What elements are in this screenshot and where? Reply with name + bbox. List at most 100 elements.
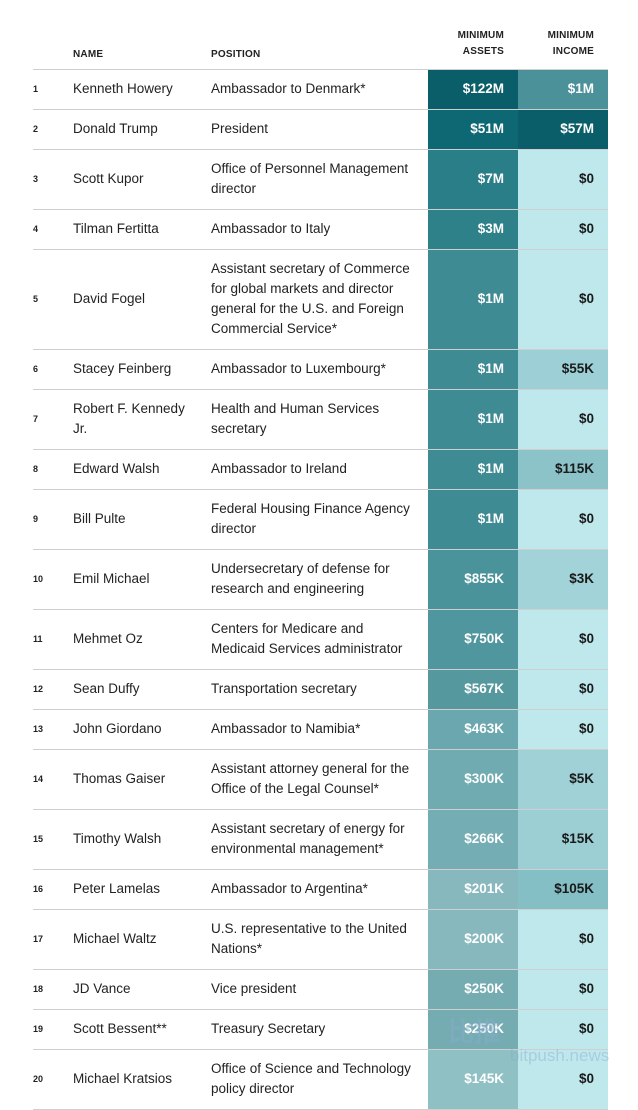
row: 7 Robert F. Kennedy Jr. Health and Human S… [33,389,608,450]
position: Ambassador to Argentina* [211,869,428,910]
row: 8 Edward Walsh Ambassador to Ireland $1M $11… [33,449,608,490]
position: Vice president [211,969,428,1010]
position: Assistant attorney general for the Offic… [211,749,428,810]
position: Ambassador to Namibia* [211,709,428,750]
name: Sean Duffy [73,669,211,710]
name: Michael Kratsios [73,1049,211,1110]
income: $0 [518,1009,608,1050]
row: 6 Stacey Feinberg Ambassador to Luxembourg… [33,349,608,390]
position: Health and Human Services secretary [211,389,428,450]
row: 13 John Giordano Ambassador to Namibia* $46… [33,709,608,750]
assets: $463K [428,709,518,750]
assets: $1M [428,449,518,490]
income: $115K [518,449,608,490]
rank: 5 [33,249,73,350]
name: David Fogel [73,249,211,350]
income: $0 [518,209,608,250]
name: Emil Michael [73,549,211,610]
income: $5K [518,749,608,810]
assets: $51M [428,109,518,150]
assets: $567K [428,669,518,710]
position: Assistant secretary of Commerce for glob… [211,249,428,350]
assets: $855K [428,549,518,610]
name: Timothy Walsh [73,809,211,870]
income: $0 [518,389,608,450]
income: $0 [518,149,608,210]
header: NAME [73,49,104,60]
header: MINIMUM ASSETS [457,30,504,57]
position: Ambassador to Luxembourg* [211,349,428,390]
assets: $250K [428,1009,518,1050]
income: $55K [518,349,608,390]
name: Kenneth Howery [73,69,211,110]
name: Edward Walsh [73,449,211,490]
row: 5 David Fogel Assistant secretary of Comme… [33,249,608,350]
row: 3 Scott Kupor Office of Personnel Manageme… [33,149,608,210]
assets: $266K [428,809,518,870]
row: 4 Tilman Fertitta Ambassador to Italy $3M $0 [33,209,608,250]
header-row: NAME POSITION MINIMUM ASSETS MINIMUM INC… [33,0,608,70]
row: 16 Peter Lamelas Ambassador to Argentina* $… [33,869,608,910]
position: Ambassador to Denmark* [211,69,428,110]
assets: $7M [428,149,518,210]
income: $0 [518,709,608,750]
position: Ambassador to Ireland [211,449,428,490]
rank: 15 [33,809,73,870]
position: Office of Science and Technology policy … [211,1049,428,1110]
name: Donald Trump [73,109,211,150]
row: 19 Scott Bessent** Treasury Secretary $250K… [33,1009,608,1050]
name: Michael Waltz [73,909,211,970]
rank: 7 [33,389,73,450]
assets: $1M [428,389,518,450]
table-body: 1 Kenneth Howery Ambassador to Denmark* $12… [33,69,608,1110]
name: Thomas Gaiser [73,749,211,810]
assets: $145K [428,1049,518,1110]
row: 12 Sean Duffy Transportation secretary $567… [33,669,608,710]
rank: 17 [33,909,73,970]
position: Centers for Medicare and Medicaid Servic… [211,609,428,670]
rank: 18 [33,969,73,1010]
page: {"table": { "headers": ["NAME", "POSITIO… [33,30,610,1110]
income: $0 [518,909,608,970]
rank: 10 [33,549,73,610]
income: $0 [518,489,608,550]
row: 15 Timothy Walsh Assistant secretary of en… [33,809,608,870]
assets: $1M [428,249,518,350]
row: 2 Donald Trump President $51M $57M [33,109,608,150]
name: Bill Pulte [73,489,211,550]
name: Stacey Feinberg [73,349,211,390]
rank: 3 [33,149,73,210]
assets: $201K [428,869,518,910]
position: Federal Housing Finance Agency director [211,489,428,550]
row: 9 Bill Pulte Federal Housing Finance Agenc… [33,489,608,550]
position: Ambassador to Italy [211,209,428,250]
rank: 6 [33,349,73,390]
income: $0 [518,669,608,710]
disclosure-table: NAME POSITION MINIMUM ASSETS MINIMUM INC… [33,0,608,1110]
rank: 13 [33,709,73,750]
rank: 4 [33,209,73,250]
income: $3K [518,549,608,610]
row: 11 Mehmet Oz Centers for Medicare and Medi… [33,609,608,670]
assets: $200K [428,909,518,970]
income: $0 [518,609,608,670]
position: Transportation secretary [211,669,428,710]
rank: 12 [33,669,73,710]
assets: $250K [428,969,518,1010]
assets: $1M [428,489,518,550]
name: Scott Bessent** [73,1009,211,1050]
rank: 8 [33,449,73,490]
name: Peter Lamelas [73,869,211,910]
row: 17 Michael Waltz U.S. representative to th… [33,909,608,970]
row: 1 Kenneth Howery Ambassador to Denmark* $12… [33,69,608,110]
row: 18 JD Vance Vice president $250K $0 [33,969,608,1010]
assets: $122M [428,69,518,110]
name: John Giordano [73,709,211,750]
rank-header [33,0,73,70]
row: 10 Emil Michael Undersecretary of defense … [33,549,608,610]
position: President [211,109,428,150]
name: JD Vance [73,969,211,1010]
position: Treasury Secretary [211,1009,428,1050]
position: Office of Personnel Management director [211,149,428,210]
name: Scott Kupor [73,149,211,210]
